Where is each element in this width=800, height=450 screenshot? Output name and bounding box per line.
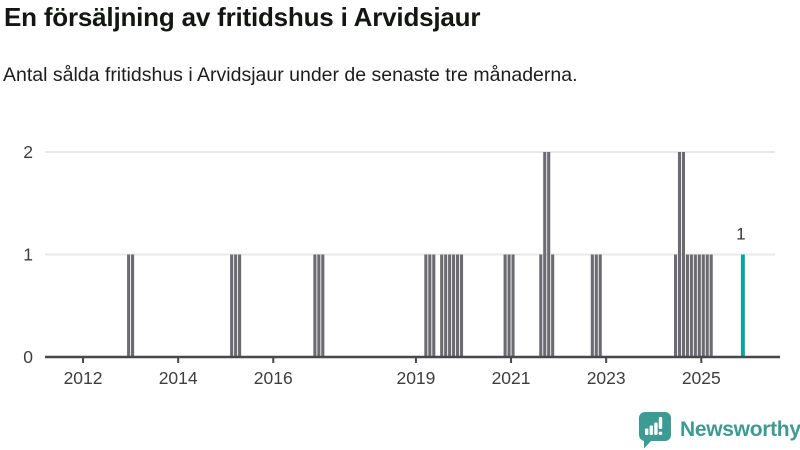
bar	[705, 254, 709, 357]
y-tick-label: 1	[23, 245, 33, 265]
bar	[448, 254, 452, 357]
x-tick-label: 2025	[682, 368, 721, 388]
logo-bar-1	[645, 428, 649, 435]
bar	[701, 254, 705, 357]
bar	[321, 254, 325, 357]
bar	[428, 254, 432, 357]
bar	[594, 254, 598, 357]
page-title: En försäljning av fritidshus i Arvidsjau…	[4, 2, 481, 32]
bar	[127, 254, 131, 357]
brand-footer: Newsworthy	[638, 410, 800, 450]
bar	[444, 254, 448, 357]
bar	[459, 254, 464, 357]
bar	[432, 254, 436, 357]
brand-name: Newsworthy	[680, 418, 800, 441]
bar	[503, 254, 507, 357]
bar	[424, 254, 428, 357]
x-tick-label: 2019	[396, 368, 435, 388]
highlight-value-label: 1	[736, 225, 745, 244]
bar	[697, 254, 701, 357]
bar	[677, 152, 682, 357]
bar	[440, 254, 444, 357]
x-tick-label: 2012	[64, 368, 103, 388]
bar	[456, 254, 460, 357]
y-tick-label: 2	[23, 142, 33, 162]
bar	[511, 254, 515, 357]
bar	[313, 254, 317, 357]
bar	[452, 254, 456, 357]
x-tick-label: 2023	[587, 368, 626, 388]
bar	[685, 254, 689, 357]
bar	[598, 254, 602, 357]
bar	[689, 254, 693, 357]
bar	[234, 254, 238, 357]
bar	[590, 254, 594, 357]
bar	[230, 254, 234, 357]
bar	[673, 254, 678, 357]
x-tick-label: 2016	[254, 368, 293, 388]
x-tick-label: 2021	[492, 368, 531, 388]
bar	[507, 254, 511, 357]
newsworthy-logo-icon	[639, 411, 671, 448]
bar	[131, 254, 135, 357]
bar	[539, 254, 543, 357]
logo-bar-3	[654, 422, 658, 435]
chart-subtitle: Antal sålda fritidshus i Arvidsjaur unde…	[3, 64, 578, 86]
x-tick-label: 2014	[159, 368, 198, 388]
bar	[681, 152, 686, 357]
logo-bar-2	[649, 425, 653, 435]
bar	[543, 152, 547, 357]
bar-chart: 1 2012 2014 2016 2019 2021 2023 2025 0 1 2	[23, 142, 780, 388]
bar	[693, 254, 697, 357]
bar	[709, 254, 713, 357]
logo-exclamation-dot	[658, 431, 663, 435]
bar	[238, 254, 242, 357]
bar	[551, 254, 555, 357]
logo-exclamation-bar	[658, 416, 663, 429]
highlight-bar	[740, 254, 745, 357]
y-tick-label: 0	[23, 347, 33, 367]
bar	[317, 254, 321, 357]
bar	[547, 152, 551, 357]
